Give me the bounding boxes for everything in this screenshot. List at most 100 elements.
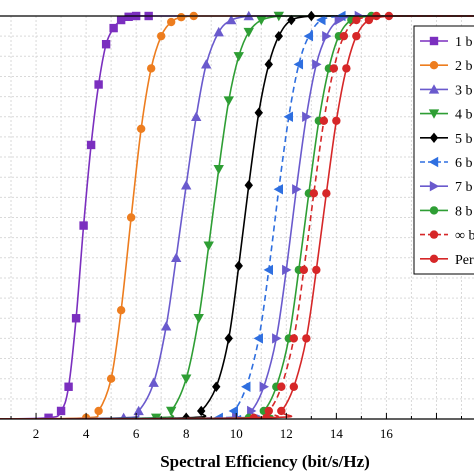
legend-item: 7 b <box>420 180 473 195</box>
series-2 <box>0 11 474 419</box>
legend-item: 8 b <box>420 204 473 219</box>
legend-item: Per <box>420 253 474 268</box>
marker-triangle-left <box>293 59 304 70</box>
marker-triangle-up <box>191 111 202 121</box>
x-axis-title: Spectral Efficiency (bit/s/Hz) <box>160 452 370 471</box>
marker-circle <box>429 206 439 215</box>
marker-square <box>71 314 81 323</box>
x-tick-label: 2 <box>33 426 40 441</box>
marker-circle <box>277 406 286 416</box>
marker-triangle-left <box>283 111 294 122</box>
marker-triangle-down <box>203 241 214 251</box>
marker-circle <box>146 64 156 73</box>
series-4 <box>0 11 474 419</box>
marker-triangle-up <box>160 321 172 331</box>
marker-triangle-up <box>170 252 182 262</box>
legend-item: 4 b <box>420 108 473 123</box>
axes: 2 4 6 8 10 12 14 16 <box>0 15 474 441</box>
marker-triangle-up <box>226 14 237 25</box>
marker-circle <box>352 15 361 25</box>
marker-diamond <box>197 405 206 417</box>
x-tick-label: 10 <box>230 426 243 441</box>
marker-circle <box>94 406 103 416</box>
marker-circle <box>342 64 351 73</box>
marker-triangle-up <box>181 180 192 190</box>
marker-triangle-left <box>228 405 238 417</box>
x-tick-label: 6 <box>133 426 140 441</box>
legend-label: 8 b <box>455 204 473 219</box>
marker-circle <box>126 213 136 222</box>
marker-diamond <box>212 381 221 392</box>
marker-diamond <box>234 260 243 272</box>
series-5 <box>0 10 474 419</box>
marker-circle <box>277 382 286 391</box>
marker-diamond <box>244 180 253 191</box>
marker-square <box>86 140 96 150</box>
marker-circle <box>302 334 311 343</box>
grid <box>0 16 474 419</box>
marker-circle <box>319 116 329 125</box>
marker-circle <box>429 254 439 263</box>
marker-triangle-right <box>292 184 302 195</box>
marker-diamond <box>287 14 296 26</box>
marker-circle <box>166 17 176 27</box>
marker-triangle-right <box>312 59 322 70</box>
x-tick-label: 14 <box>330 426 344 441</box>
marker-circle <box>156 31 166 41</box>
x-tick-label: 16 <box>380 426 394 441</box>
marker-triangle-left <box>263 264 273 276</box>
x-tick-label: 12 <box>280 426 293 441</box>
legend-label: 4 b <box>455 108 473 123</box>
marker-square <box>101 40 111 49</box>
marker-triangle-down <box>233 52 244 62</box>
marker-circle <box>329 64 339 73</box>
legend-item: 6 b <box>420 156 473 171</box>
legend: 1 b 2 b 3 b 4 b 5 b 6 b 7 b 8 b ∞ b Per <box>413 25 474 275</box>
marker-circle <box>264 406 273 416</box>
marker-circle <box>116 305 126 315</box>
legend-item: 3 b <box>420 83 473 98</box>
marker-diamond <box>224 333 233 344</box>
marker-square <box>79 221 88 230</box>
x-tick-label: 8 <box>183 426 190 441</box>
x-tick-label: 4 <box>83 426 90 441</box>
marker-triangle-up <box>201 59 212 69</box>
legend-label: 1 b <box>455 35 473 50</box>
marker-triangle-down <box>243 27 254 38</box>
marker-triangle-up <box>133 405 144 416</box>
marker-circle <box>332 116 341 125</box>
marker-circle <box>364 15 374 25</box>
marker-diamond <box>254 107 263 118</box>
marker-circle <box>312 265 321 275</box>
marker-triangle-right <box>282 264 292 276</box>
marker-circle <box>289 334 299 343</box>
marker-triangle-right <box>322 30 332 42</box>
marker-square <box>116 15 126 25</box>
legend-box <box>413 25 474 275</box>
marker-triangle-down <box>165 406 177 417</box>
series-3 <box>0 10 474 419</box>
legend-label: ∞ b <box>455 229 474 244</box>
marker-circle <box>262 413 271 419</box>
series-lines <box>0 10 474 419</box>
marker-square <box>94 80 103 89</box>
marker-square <box>124 12 133 22</box>
marker-circle <box>352 31 361 41</box>
marker-triangle-right <box>302 111 312 122</box>
marker-circle <box>309 189 319 198</box>
marker-square <box>429 36 439 46</box>
legend-label: 2 b <box>455 59 473 74</box>
marker-triangle-up <box>120 412 128 419</box>
marker-triangle-left <box>428 156 439 168</box>
marker-triangle-up <box>148 377 159 387</box>
marker-square <box>64 382 73 391</box>
legend-label: Per <box>455 253 474 268</box>
marker-circle <box>136 124 146 134</box>
marker-triangle-down <box>193 314 204 324</box>
legend-item: 5 b <box>420 132 473 147</box>
marker-triangle-right <box>334 14 345 26</box>
marker-diamond <box>264 59 273 70</box>
marker-triangle-right <box>259 381 269 392</box>
series-10 <box>0 11 474 419</box>
